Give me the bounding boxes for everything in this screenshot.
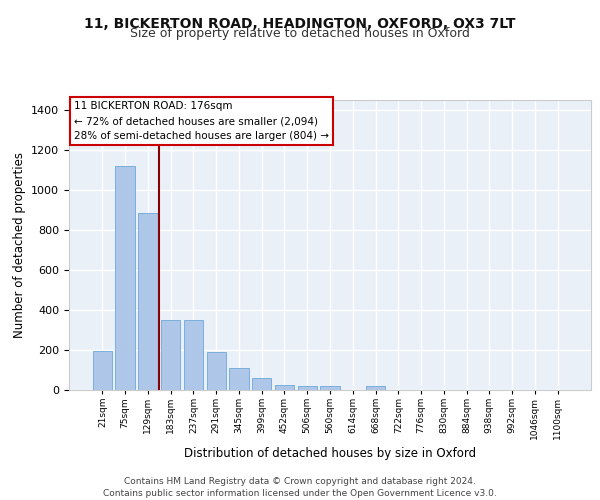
Bar <box>184 320 203 390</box>
Bar <box>115 166 135 390</box>
Bar <box>161 320 181 390</box>
Text: Size of property relative to detached houses in Oxford: Size of property relative to detached ho… <box>130 28 470 40</box>
Bar <box>93 351 112 390</box>
Bar <box>252 378 271 390</box>
Text: 11, BICKERTON ROAD, HEADINGTON, OXFORD, OX3 7LT: 11, BICKERTON ROAD, HEADINGTON, OXFORD, … <box>84 18 516 32</box>
Bar <box>138 213 158 390</box>
Bar <box>320 386 340 390</box>
X-axis label: Distribution of detached houses by size in Oxford: Distribution of detached houses by size … <box>184 448 476 460</box>
Y-axis label: Number of detached properties: Number of detached properties <box>13 152 26 338</box>
Bar <box>298 386 317 390</box>
Text: Contains HM Land Registry data © Crown copyright and database right 2024.
Contai: Contains HM Land Registry data © Crown c… <box>103 476 497 498</box>
Text: 11 BICKERTON ROAD: 176sqm
← 72% of detached houses are smaller (2,094)
28% of se: 11 BICKERTON ROAD: 176sqm ← 72% of detac… <box>74 102 329 141</box>
Bar <box>206 352 226 390</box>
Bar <box>275 385 294 390</box>
Bar <box>366 386 385 390</box>
Bar <box>229 368 248 390</box>
